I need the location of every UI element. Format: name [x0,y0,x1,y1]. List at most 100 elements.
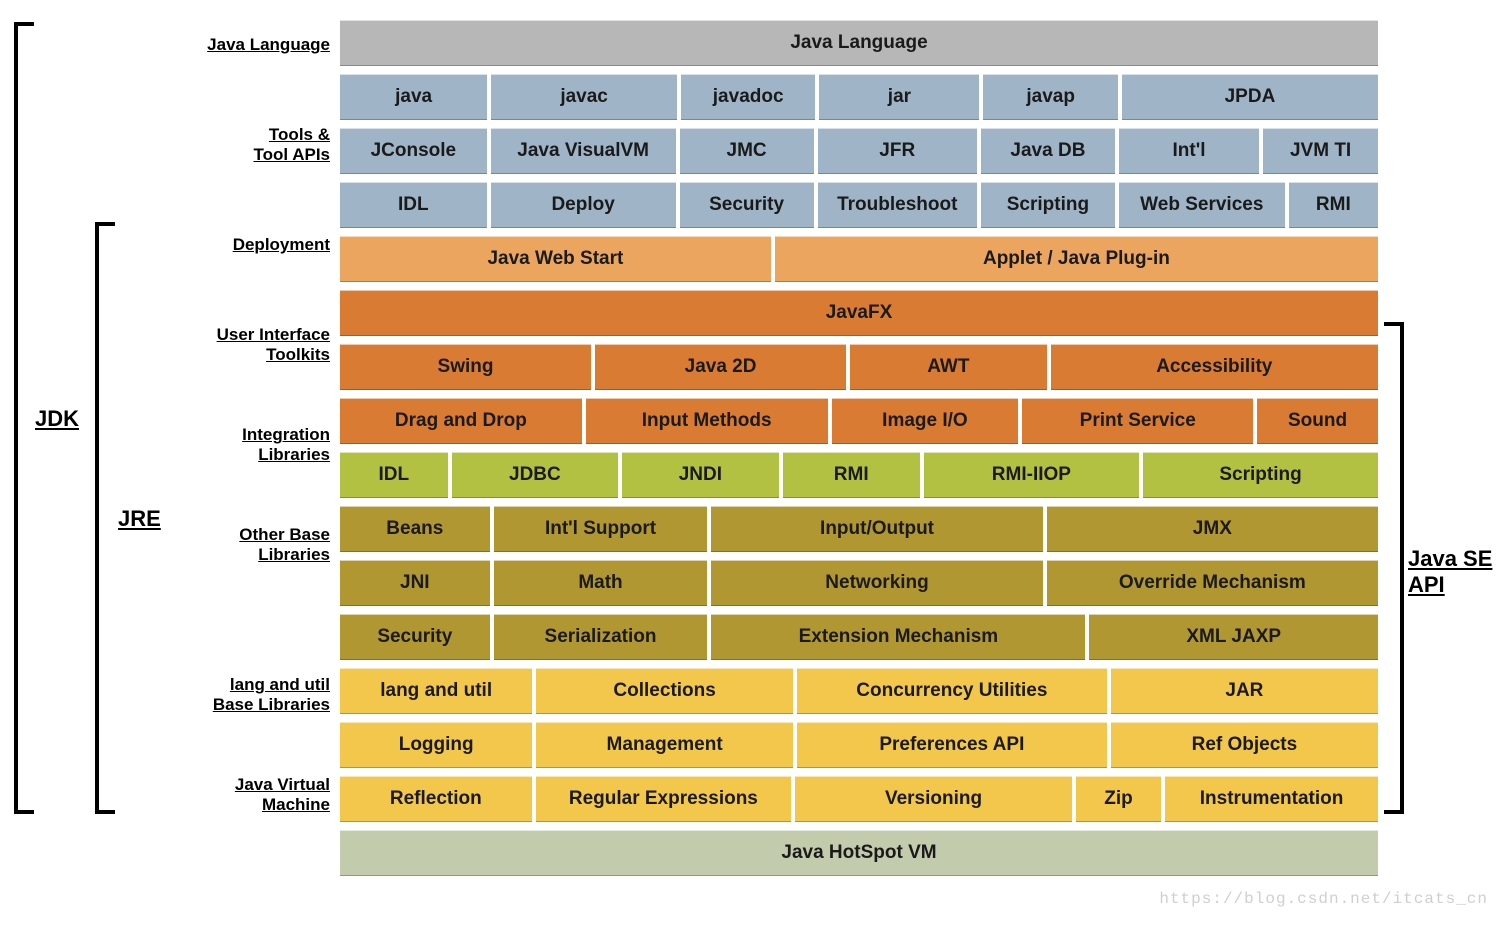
bracket-label-jdk: JDK [35,406,79,432]
grid-cell: RMI-IIOP [924,452,1139,498]
grid-cell: Print Service [1022,398,1253,444]
grid-cell: JDBC [452,452,618,498]
grid-row: JNIMathNetworkingOverride Mechanism [340,560,1378,610]
grid-cell: Int'l [1119,128,1259,174]
grid-row: IDLJDBCJNDIRMIRMI-IIOPScripting [340,452,1378,502]
grid-row: Java Web StartApplet / Java Plug-in [340,236,1378,286]
bracket-jdk [14,22,34,814]
row-label [180,270,340,320]
grid-cell: Web Services [1119,182,1285,228]
grid-cell: java [340,74,487,120]
grid-cell: Regular Expressions [536,776,792,822]
javase-api-line1: Java SE [1408,546,1492,571]
grid-cell: Serialization [494,614,708,660]
grid-cell: Beans [340,506,490,552]
grid-row: ReflectionRegular ExpressionsVersioningZ… [340,776,1378,826]
javase-api-line2: API [1408,572,1445,597]
grid-cell: Deploy [491,182,676,228]
grid-cell: Instrumentation [1165,776,1378,822]
grid-cell: Override Mechanism [1047,560,1378,606]
row-label: IntegrationLibraries [180,420,340,470]
grid-cell: IDL [340,182,487,228]
watermark: https://blog.csdn.net/itcats_cn [10,890,1488,908]
grid-cell: Scripting [1143,452,1378,498]
grid-row: BeansInt'l SupportInput/OutputJMX [340,506,1378,556]
grid-cell: JPDA [1122,74,1378,120]
grid-cell: Collections [536,668,793,714]
grid-cell: javap [983,74,1117,120]
grid-cell: Scripting [981,182,1115,228]
grid-cell: Java Language [340,20,1378,66]
grid-cell: Zip [1076,776,1161,822]
row-label: Other BaseLibraries [180,520,340,570]
grid-row: JConsoleJava VisualVMJMCJFRJava DBInt'lJ… [340,128,1378,178]
grid-cell: Reflection [340,776,532,822]
grid-cell: Extension Mechanism [711,614,1085,660]
row-label: lang and utilBase Libraries [180,670,340,720]
grid-cell: XML JAXP [1089,614,1378,660]
grid-cell: JFR [818,128,977,174]
grid-row: Drag and DropInput MethodsImage I/OPrint… [340,398,1378,448]
row-label: User InterfaceToolkits [180,320,340,370]
grid-cell: Java 2D [595,344,846,390]
grid-cell: Management [536,722,793,768]
grid-cell: Image I/O [832,398,1019,444]
bracket-javase-api [1384,322,1404,814]
grid-cell: RMI [1289,182,1378,228]
grid-cell: IDL [340,452,448,498]
grid-cell: JNI [340,560,490,606]
grid-cell: Java VisualVM [491,128,676,174]
row-label [180,470,340,520]
row-label [180,370,340,420]
bracket-label-javase-api: Java SE API [1408,546,1492,598]
grid-row: LoggingManagementPreferences APIRef Obje… [340,722,1378,772]
grid-cell: Applet / Java Plug-in [775,236,1378,282]
grid-cell: Java HotSpot VM [340,830,1378,876]
row-label [180,620,340,670]
grid-cell: JMX [1047,506,1378,552]
grid-cell: Logging [340,722,532,768]
grid-row: SecuritySerializationExtension Mechanism… [340,614,1378,664]
grid-cell: JMC [680,128,814,174]
row-label [180,720,340,770]
grid-cell: Concurrency Utilities [797,668,1107,714]
grid-cell: Drag and Drop [340,398,582,444]
grid-cell: JNDI [622,452,779,498]
grid-cell: Input/Output [711,506,1042,552]
grid-row: SwingJava 2DAWTAccessibility [340,344,1378,394]
grid-row: javajavacjavadocjarjavapJPDA [340,74,1378,124]
grid-row: lang and utilCollectionsConcurrency Util… [340,668,1378,718]
grid-cell: JavaFX [340,290,1378,336]
grid-cell: Input Methods [586,398,828,444]
grid-cell: Int'l Support [494,506,708,552]
grid-cell: Troubleshoot [818,182,977,228]
grid-row: IDLDeploySecurityTroubleshootScriptingWe… [340,182,1378,232]
grid-cell: Versioning [795,776,1072,822]
grid-cell: javadoc [681,74,815,120]
row-label: Java Language [180,20,340,70]
grid-cell: Networking [711,560,1042,606]
grid-cell: Accessibility [1051,344,1378,390]
grid-cell: Math [494,560,708,606]
row-label: Java Virtual Machine [180,770,340,820]
grid-cell: JVM TI [1263,128,1378,174]
grid-cell: Ref Objects [1111,722,1378,768]
row-label [180,70,340,120]
grid-cell: Sound [1257,398,1378,444]
bracket-label-jre: JRE [118,506,161,532]
grid-cell: lang and util [340,668,532,714]
grid-cell: Preferences API [797,722,1107,768]
grid-row: Java Language [340,20,1378,70]
grid-cell: JAR [1111,668,1378,714]
row-label [180,570,340,620]
grid-cell: Java Web Start [340,236,771,282]
grid-cell: Swing [340,344,591,390]
grid-cell: javac [491,74,677,120]
grid-row: Java HotSpot VM [340,830,1378,880]
grid-cell: jar [819,74,979,120]
row-label: Deployment [180,220,340,270]
grid-cell: Java DB [981,128,1115,174]
main-grid: Java Language javajavacjavadocjarjavapJPD… [340,20,1378,884]
java-architecture-diagram: JDK JRE Java LanguageTools &Tool APIsDep… [10,20,1488,884]
bracket-jre [95,222,115,814]
